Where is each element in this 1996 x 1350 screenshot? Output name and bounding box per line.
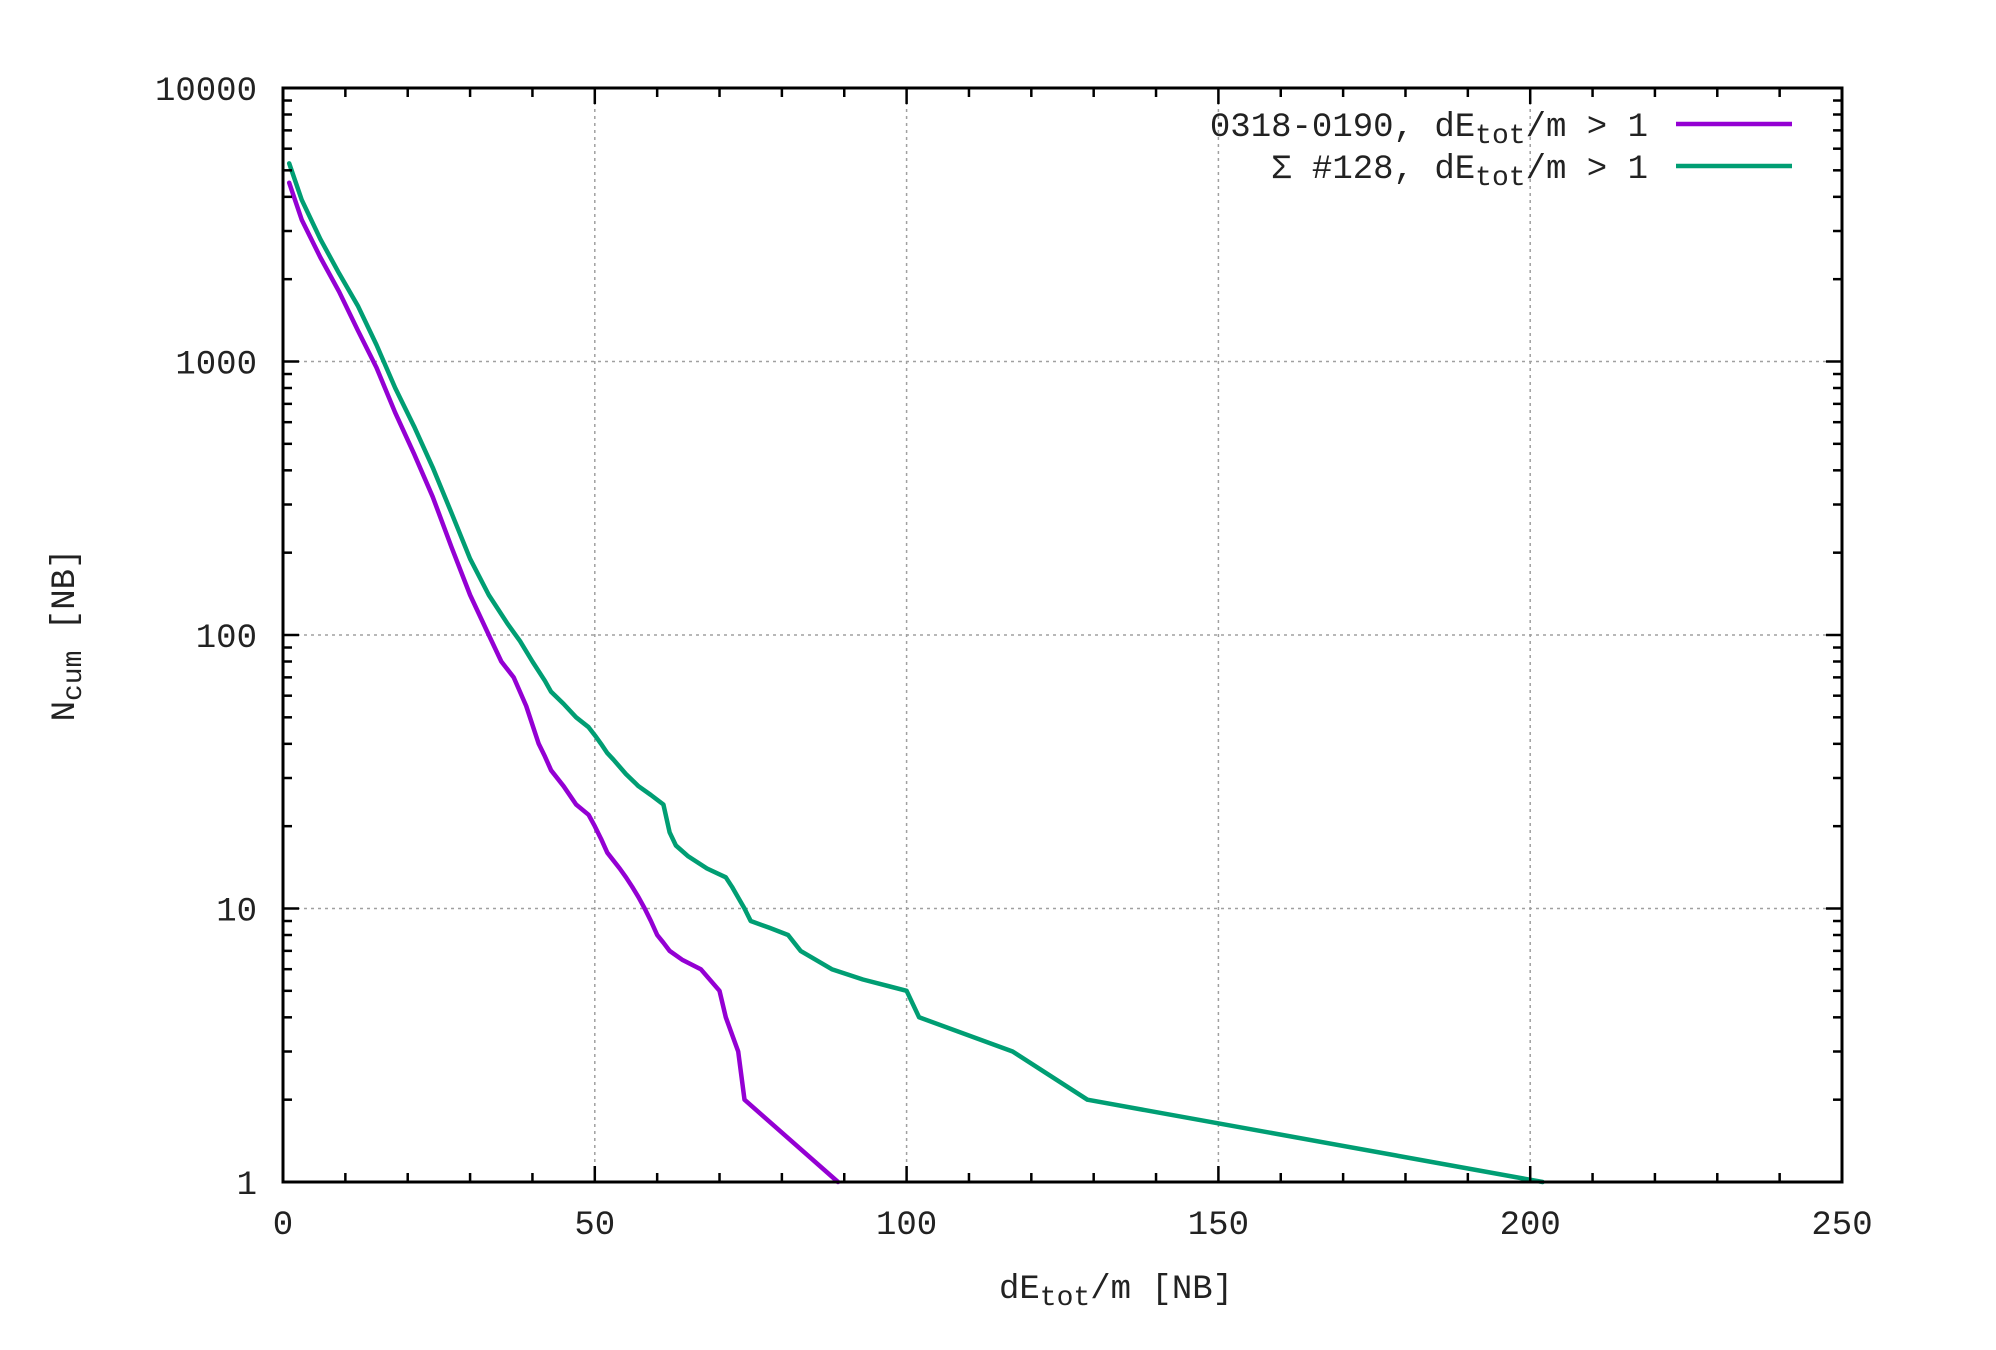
grid-lines [283, 88, 1842, 1182]
y-tick-label: 100 [196, 620, 257, 658]
y-tick-label: 10000 [155, 73, 257, 111]
x-tick-label: 50 [574, 1207, 615, 1245]
x-tick-label: 100 [876, 1207, 937, 1245]
legend: 0318-0190, dEtot/m > 1Σ #128, dEtot/m > … [1210, 109, 1792, 194]
tick-labels: 0 50 100 150 200 250 1 10 100 1000 10000 [155, 73, 1873, 1245]
x-tick-label: 0 [273, 1207, 293, 1245]
axis-ticks [281, 86, 1844, 1184]
x-tick-label: 250 [1811, 1207, 1872, 1245]
series-line-2 [286, 161, 1545, 1185]
x-tick-label: 150 [1188, 1207, 1249, 1245]
y-axis-label: Ncum [NB] [47, 549, 90, 722]
series-line-1 [286, 180, 841, 1185]
legend-entry-label: Σ #128, dEtot/m > 1 [1271, 151, 1648, 194]
y-tick-label: 10 [216, 894, 257, 932]
y-tick-label: 1000 [175, 347, 257, 385]
legend-entry-label: 0318-0190, dEtot/m > 1 [1210, 109, 1648, 152]
plot-series [286, 161, 1545, 1185]
x-axis-label: dEtot/m [NB] [999, 1271, 1233, 1314]
y-tick-label: 1 [237, 1167, 257, 1205]
x-tick-label: 200 [1500, 1207, 1561, 1245]
